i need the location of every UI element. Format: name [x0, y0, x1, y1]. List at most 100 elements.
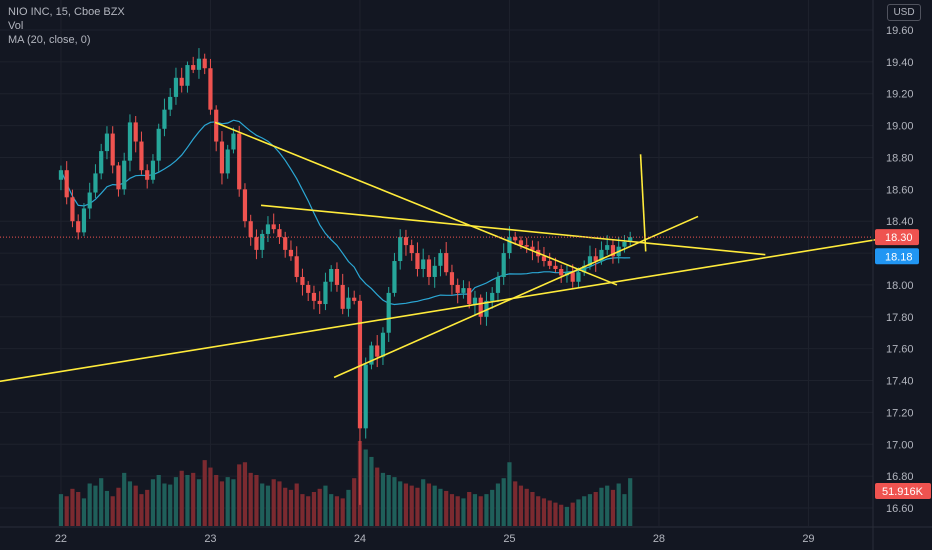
candle	[288, 240, 294, 261]
last-price-tag-label: 18.30	[885, 232, 913, 244]
candle-body	[628, 237, 633, 242]
candle	[214, 105, 219, 152]
volume-bar	[403, 483, 409, 526]
volume-bar	[294, 483, 299, 526]
volume-bar	[507, 462, 512, 526]
candle	[116, 162, 121, 197]
y-tick-label: 17.00	[886, 439, 914, 451]
volume-bar	[622, 494, 627, 526]
trendline-5[interactable]	[639, 154, 647, 252]
volume-bar	[582, 496, 587, 526]
volume-bar	[202, 460, 207, 526]
candle-body	[150, 160, 156, 180]
volume-bar	[426, 483, 432, 526]
candle	[185, 61, 190, 93]
candle	[398, 229, 403, 270]
y-tick-label: 16.60	[886, 503, 914, 515]
candle	[87, 182, 92, 219]
volume-tag: 51.916K	[875, 483, 931, 499]
candle	[70, 189, 75, 228]
candle-body	[455, 284, 460, 293]
candle-body	[478, 297, 483, 317]
volume-bar	[306, 496, 311, 526]
candle	[340, 273, 345, 315]
candle-body	[541, 256, 547, 262]
volume-tag-label: 51.916K	[882, 486, 924, 498]
candle-body	[352, 297, 357, 301]
candle-body	[472, 297, 478, 305]
y-tick-label: 17.80	[886, 312, 914, 324]
y-tick-label: 18.60	[886, 184, 914, 196]
candle	[455, 278, 460, 304]
candle	[231, 127, 236, 154]
volume-bar	[265, 485, 271, 526]
candle-body	[127, 122, 133, 161]
candle	[403, 229, 409, 256]
candle-body	[386, 292, 391, 333]
candle	[219, 131, 225, 185]
volume-bar	[317, 488, 322, 526]
candle	[254, 229, 259, 260]
chart-legend: NIO INC, 15, Cboe BZX Vol MA (20, close,…	[8, 5, 125, 47]
candle-body	[375, 345, 380, 357]
symbol-title[interactable]: NIO INC, 15, Cboe BZX	[8, 6, 125, 18]
ma-legend[interactable]: MA (20, close, 0)	[8, 34, 91, 46]
candle	[484, 291, 489, 326]
candle-body	[202, 58, 207, 69]
candle	[168, 88, 173, 117]
currency-button[interactable]: USD	[887, 4, 921, 21]
y-tick-label: 18.40	[886, 216, 914, 228]
candle	[64, 161, 69, 205]
candle-body	[403, 237, 409, 246]
candle	[380, 327, 386, 365]
ma-line	[60, 119, 631, 306]
candle	[346, 287, 351, 317]
candle-body	[99, 151, 104, 174]
candle	[93, 164, 98, 199]
candle-body	[501, 253, 506, 277]
volume-bar	[541, 498, 547, 526]
candle	[421, 248, 426, 278]
volume-bar	[369, 456, 374, 526]
candle	[237, 125, 242, 197]
volume-bar	[139, 494, 144, 526]
volume-bar	[363, 449, 368, 526]
volume-bar	[352, 478, 357, 526]
candle	[599, 241, 604, 265]
candle	[311, 285, 317, 310]
trendline-2[interactable]	[214, 121, 618, 286]
candle	[162, 98, 167, 137]
candle-body	[225, 149, 230, 174]
candle	[81, 203, 87, 237]
candle-body	[191, 65, 196, 70]
candle-body	[208, 68, 213, 110]
volume-bar	[628, 478, 633, 526]
trendline-4[interactable]	[333, 215, 699, 379]
trendline-1[interactable]	[0, 233, 913, 390]
volume-bar	[513, 481, 518, 526]
candle-body	[610, 245, 616, 257]
volume-bar	[277, 481, 282, 526]
candle	[76, 214, 81, 240]
y-tick-label: 18.80	[886, 152, 914, 164]
candle-body	[93, 173, 98, 193]
trendlines[interactable]	[0, 121, 913, 390]
volume-legend[interactable]: Vol	[8, 20, 24, 32]
volume-bar	[599, 487, 604, 526]
candle	[58, 165, 64, 191]
candle	[283, 231, 288, 258]
candle-body	[162, 109, 167, 129]
candle-body	[133, 122, 138, 142]
volume-bar	[518, 485, 524, 526]
candle-body	[392, 261, 397, 293]
volume-bar	[208, 467, 213, 526]
candle-body	[346, 297, 351, 309]
trendline-3[interactable]	[260, 204, 766, 256]
x-tick-label: 25	[503, 533, 515, 545]
x-tick-label: 29	[802, 533, 814, 545]
candle	[593, 248, 598, 272]
